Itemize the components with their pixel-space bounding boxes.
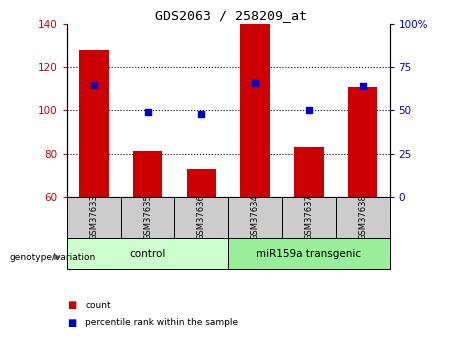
Text: GSM37634: GSM37634: [251, 195, 260, 240]
Bar: [67, 197, 121, 238]
Text: ■: ■: [67, 318, 76, 327]
Bar: [121, 197, 174, 238]
Bar: [336, 197, 390, 238]
Text: percentile rank within the sample: percentile rank within the sample: [85, 318, 238, 327]
Point: [90, 82, 97, 87]
Point: [198, 111, 205, 117]
Text: control: control: [130, 249, 165, 258]
Text: GSM37636: GSM37636: [197, 195, 206, 240]
Point: [359, 83, 366, 89]
Bar: [187, 169, 216, 197]
Bar: [348, 87, 378, 197]
Text: GSM37635: GSM37635: [143, 195, 152, 240]
Bar: [228, 197, 282, 238]
Bar: [67, 238, 228, 269]
Text: GDS2063 / 258209_at: GDS2063 / 258209_at: [154, 9, 307, 22]
Text: GSM37633: GSM37633: [89, 195, 98, 240]
Text: genotype/variation: genotype/variation: [9, 253, 95, 262]
Bar: [228, 238, 390, 269]
Bar: [240, 24, 270, 197]
Bar: [294, 147, 324, 197]
Point: [251, 80, 259, 86]
Point: [144, 109, 151, 115]
Point: [305, 108, 313, 113]
Bar: [282, 197, 336, 238]
Bar: [79, 50, 108, 197]
Text: miR159a transgenic: miR159a transgenic: [256, 249, 361, 258]
Text: GSM37638: GSM37638: [358, 195, 367, 240]
Bar: [133, 151, 162, 197]
Text: GSM37637: GSM37637: [304, 195, 313, 240]
Bar: [174, 197, 228, 238]
Text: ■: ■: [67, 300, 76, 310]
Text: count: count: [85, 301, 111, 310]
